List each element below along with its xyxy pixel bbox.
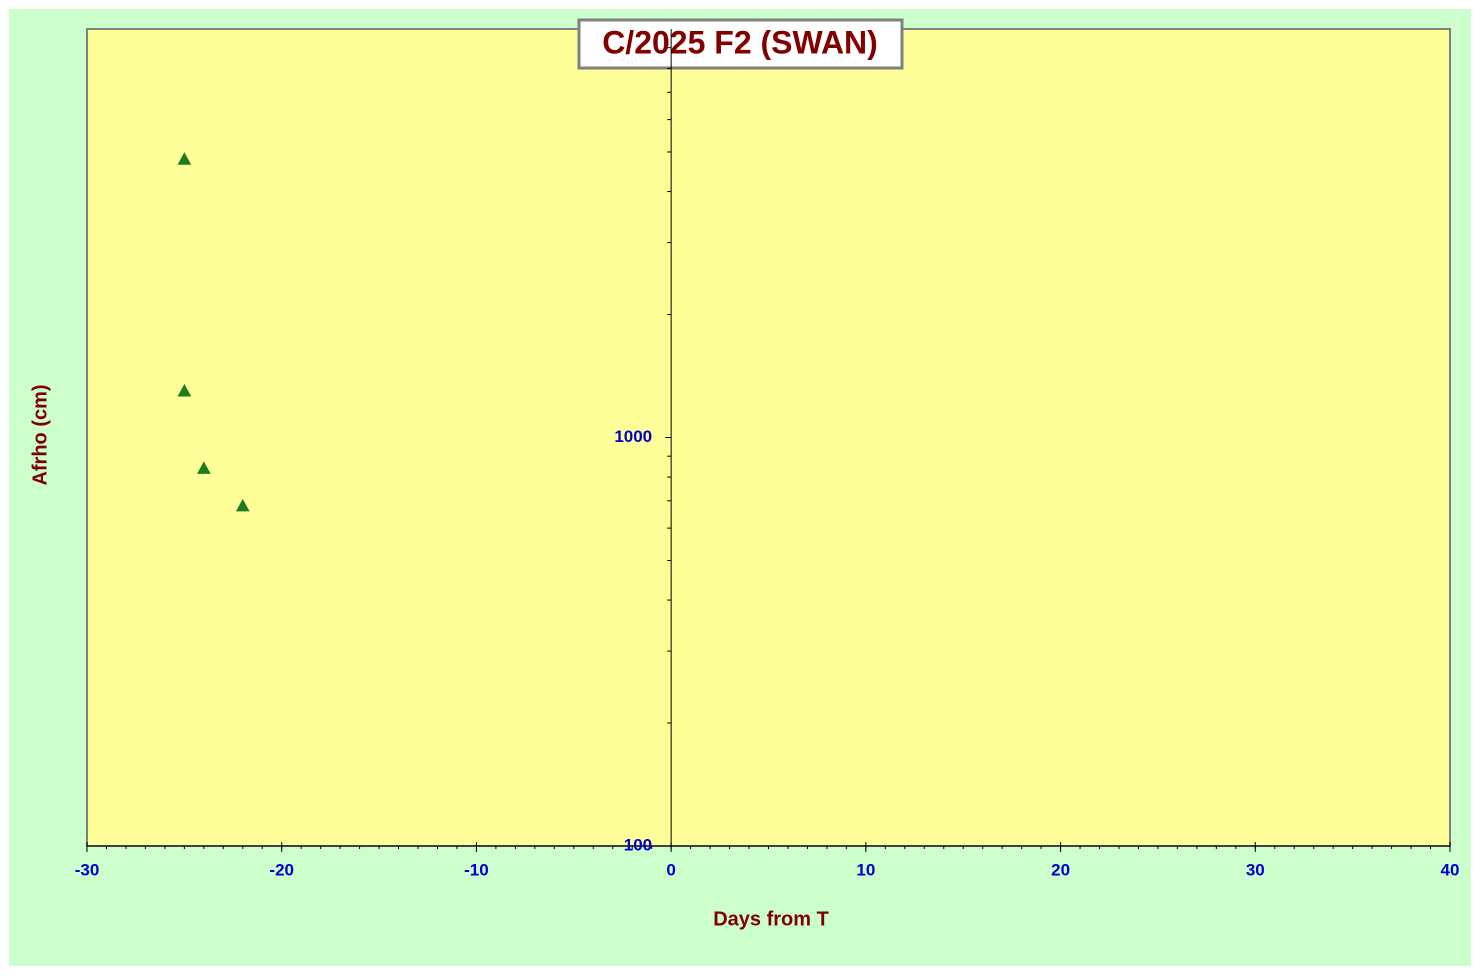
plot-area — [86, 28, 1451, 847]
data-point — [235, 498, 250, 512]
chart-title: C/2025 F2 (SWAN) — [602, 24, 878, 60]
x-axis-label: Days from T — [713, 908, 829, 930]
x-tick-label: -10 — [464, 860, 489, 879]
x-tick-label: 10 — [856, 860, 875, 879]
title-box — [577, 18, 904, 70]
x-tick-label: 20 — [1051, 860, 1070, 879]
x-tick-label: 40 — [1441, 860, 1460, 879]
data-point — [177, 152, 192, 165]
data-point — [177, 383, 192, 397]
data-point — [196, 461, 211, 474]
y-tick-label: 1000 — [614, 427, 652, 446]
y-tick-label: 100 — [624, 835, 652, 854]
x-tick-label: -20 — [269, 860, 294, 879]
x-tick-label: -30 — [75, 860, 100, 879]
y-axis-label: Afrho (cm) — [29, 384, 51, 485]
x-tick-label: 0 — [666, 860, 675, 879]
x-tick-label: 30 — [1246, 860, 1265, 879]
